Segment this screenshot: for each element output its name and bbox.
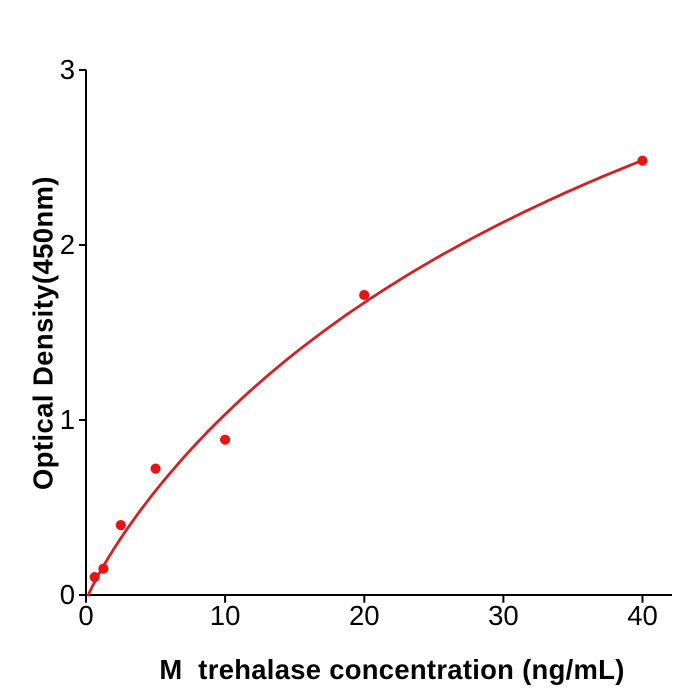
svg-text:M trehalase concentration (ng: M trehalase concentration (ng/mL) — [159, 654, 624, 685]
svg-text:20: 20 — [349, 600, 380, 631]
svg-text:2: 2 — [60, 229, 75, 260]
svg-text:1: 1 — [60, 404, 75, 435]
svg-text:3: 3 — [60, 54, 75, 85]
svg-text:30: 30 — [488, 600, 519, 631]
svg-text:10: 10 — [210, 600, 241, 631]
svg-text:0: 0 — [60, 579, 75, 610]
svg-text:0: 0 — [78, 600, 93, 631]
svg-text:Optical Density(450nm): Optical Density(450nm) — [28, 176, 59, 490]
svg-text:40: 40 — [627, 600, 658, 631]
